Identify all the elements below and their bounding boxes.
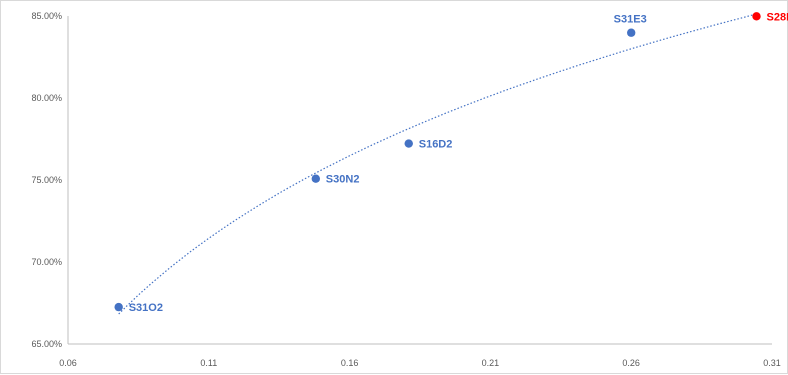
x-tick-label: 0.21 (482, 358, 500, 368)
data-labels: S31O2 S30N2 S16D2 S31E3 S28F3 (129, 11, 788, 314)
data-label-s31o2: S31O2 (129, 302, 163, 314)
y-tick-label: 80.00% (31, 93, 62, 103)
x-tick-labels: 0.06 0.11 0.16 0.21 0.26 0.31 (59, 358, 781, 368)
data-point-s16d2 (404, 139, 413, 148)
y-tick-label: 75.00% (31, 175, 62, 185)
y-tick-label: 85.00% (31, 11, 62, 21)
data-point-s30n2 (311, 174, 321, 183)
x-tick-label: 0.06 (59, 358, 77, 368)
y-tick-label: 70.00% (31, 257, 62, 267)
data-label-s30n2: S30N2 (326, 174, 360, 186)
y-tick-label: 65.00% (31, 339, 62, 349)
data-point-s31o2 (114, 302, 123, 312)
y-tick-labels: 65.00% 70.00% 75.00% 80.00% 85.00% (31, 11, 62, 349)
data-label-s16d2: S16D2 (419, 139, 453, 151)
data-point-s28f3 (752, 12, 761, 21)
x-tick-label: 0.16 (341, 358, 359, 368)
data-point-s31e3 (627, 28, 636, 37)
data-label-s31e3: S31E3 (614, 14, 647, 26)
trendline (118, 13, 757, 315)
data-label-s28f3: S28F3 (767, 11, 788, 23)
x-tick-label: 0.26 (622, 358, 640, 368)
x-tick-label: 0.11 (200, 358, 217, 368)
x-tick-label: 0.31 (763, 358, 781, 368)
data-points (114, 12, 761, 312)
